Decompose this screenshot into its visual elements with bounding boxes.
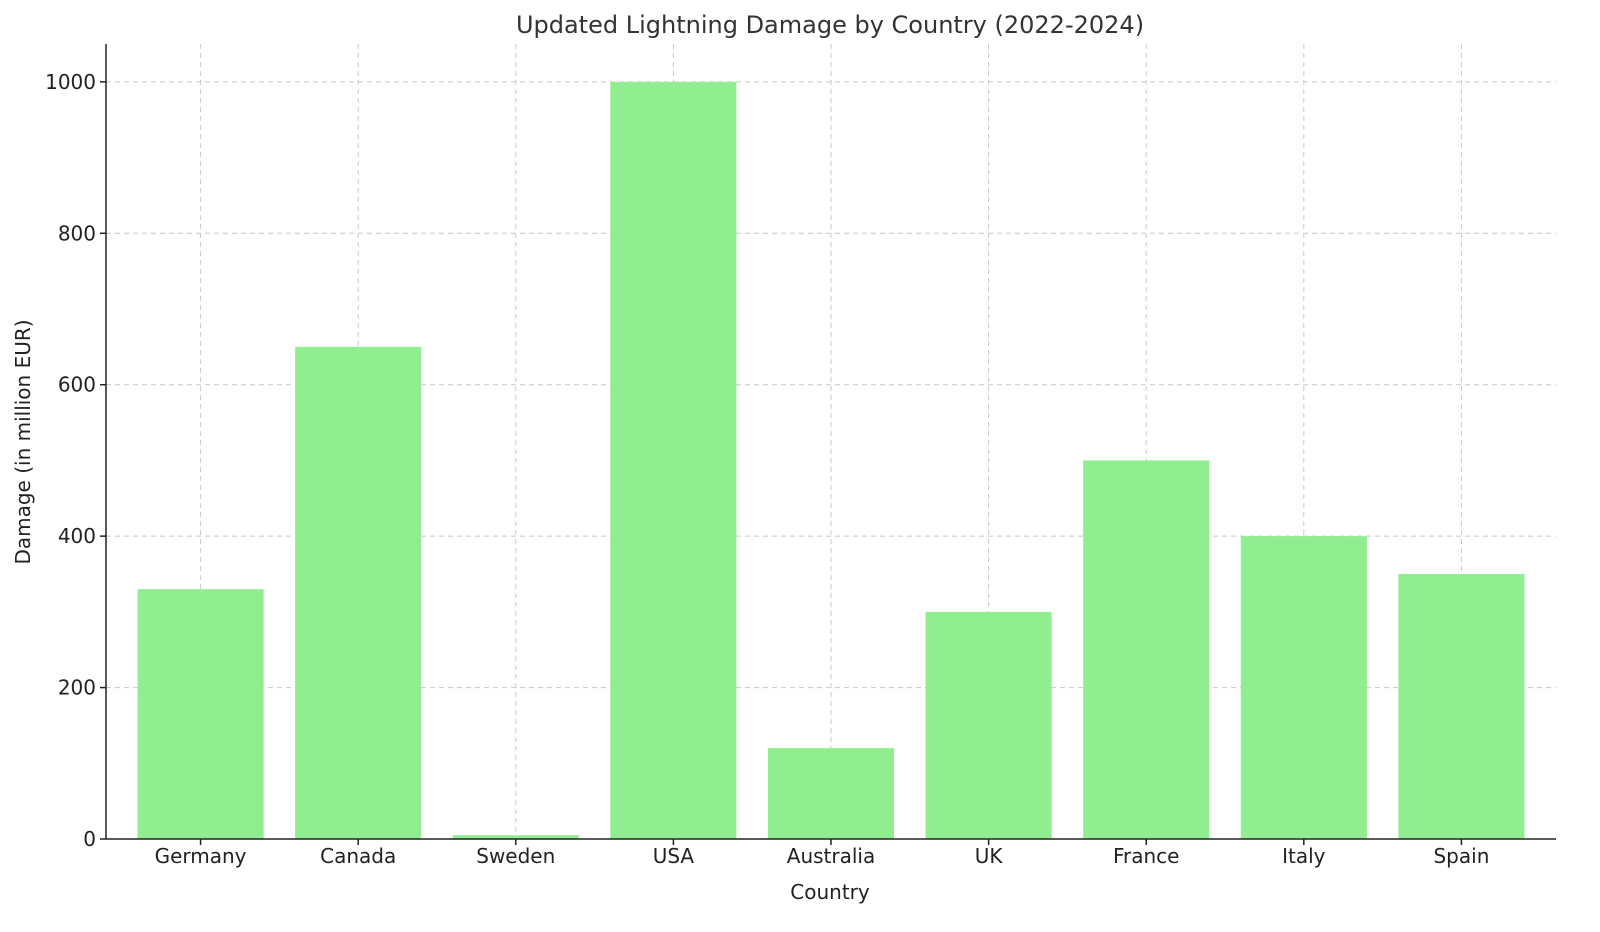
bar-italy (1240, 536, 1367, 839)
bar-canada (295, 346, 422, 839)
y-axis-label: Damage (in million EUR) (11, 319, 35, 564)
ticks-layer: 0 200 400 600 800 1000 Germany Canada Sweden USA A… (45, 70, 1489, 868)
x-tick-label: France (1113, 844, 1180, 868)
y-tick-label: 200 (58, 676, 96, 700)
y-tick-label: 400 (58, 524, 96, 548)
y-tick-label: 600 (58, 373, 96, 397)
bar-france (1083, 460, 1210, 839)
y-tick-label: 800 (58, 221, 96, 245)
x-tick-label: Canada (320, 844, 396, 868)
bar-australia (767, 748, 895, 839)
x-axis-label: Country (790, 880, 870, 904)
x-tick-label: USA (653, 844, 695, 868)
bars-layer (137, 81, 1525, 840)
bar-spain (1398, 574, 1525, 839)
x-tick-label: Australia (787, 844, 875, 868)
bar-usa (610, 81, 737, 840)
x-tick-label: UK (975, 844, 1004, 868)
bar-sweden (452, 835, 579, 839)
bar-germany (137, 589, 264, 839)
y-tick-label: 0 (83, 827, 96, 851)
x-tick-label: Sweden (476, 844, 555, 868)
bar-uk (925, 611, 1052, 839)
x-tick-label: Italy (1282, 844, 1326, 868)
chart-title: Updated Lightning Damage by Country (202… (516, 11, 1144, 39)
x-tick-label: Spain (1433, 844, 1489, 868)
y-tick-label: 1000 (45, 70, 96, 94)
x-tick-label: Germany (155, 844, 247, 868)
